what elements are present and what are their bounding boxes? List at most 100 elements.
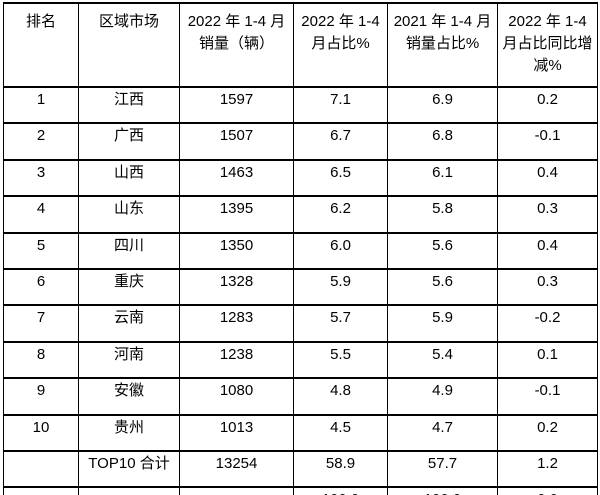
cell-rank: 5	[3, 231, 79, 270]
cell-share-2021: 4.9	[387, 377, 498, 416]
cell-share-2022: 100.0	[293, 486, 388, 495]
cell-share-change: 0.0	[497, 486, 598, 495]
cell-share-2022: 6.5	[293, 158, 388, 198]
header-line: 2022 年 1-4 月	[187, 13, 286, 30]
cell-sales: 1080	[179, 377, 294, 416]
cell-share-2022: 7.1	[293, 85, 388, 125]
cell-share-2021: 5.6	[387, 267, 498, 307]
cell-sales: 1328	[179, 267, 294, 307]
cell-share-change: 0.1	[497, 340, 598, 380]
cell-rank	[3, 486, 79, 495]
header-line: 2021 年 1-4 月	[393, 13, 492, 30]
cell-region: 云南	[78, 304, 180, 343]
cell-share-2021: 4.7	[387, 413, 498, 452]
col-header-region: 区域市场	[78, 2, 180, 88]
cell-share-2022: 4.8	[293, 377, 388, 416]
cell-share-2021: 100.0	[387, 486, 498, 495]
header-row: 排名 区域市场 2022 年 1-4 月 销量（辆） 2022 年 1-4 月占…	[3, 2, 598, 88]
table-row: 5 四川 1350 6.0 5.6 0.4	[3, 231, 598, 270]
table-row: 2 广西 1507 6.7 6.8 -0.1	[3, 122, 598, 161]
cell-share-change: 1.2	[497, 449, 598, 489]
cell-share-2022: 5.9	[293, 267, 388, 307]
cell-rank: 9	[3, 377, 79, 416]
header-line: 月占比%	[311, 35, 370, 52]
cell-share-2021: 6.8	[387, 122, 498, 161]
header-line: 销量（辆）	[198, 35, 274, 52]
cell-rank: 4	[3, 195, 79, 234]
cell-region: 四川	[78, 231, 180, 270]
cell-share-2021: 5.8	[387, 195, 498, 234]
table-row: 9 安徽 1080 4.8 4.9 -0.1	[3, 377, 598, 416]
header-line: 区域市场	[98, 13, 159, 30]
cell-share-change: -0.2	[497, 304, 598, 343]
cell-sales: 1507	[179, 122, 294, 161]
cell-share-change: 0.2	[497, 85, 598, 125]
cell-sales: 1463	[179, 158, 294, 198]
cell-sales: 13254	[179, 449, 294, 489]
cell-share-2022: 4.5	[293, 413, 388, 452]
cell-sales	[179, 486, 294, 495]
table-row: 10 贵州 1013 4.5 4.7 0.2	[3, 413, 598, 452]
cell-sales: 1013	[179, 413, 294, 452]
cell-sales: 1283	[179, 304, 294, 343]
cell-share-2021: 57.7	[387, 449, 498, 489]
col-header-share-2021: 2021 年 1-4 月 销量占比%	[387, 2, 498, 88]
cell-share-2022: 5.5	[293, 340, 388, 380]
cell-share-2021: 5.4	[387, 340, 498, 380]
cell-region: 贵州	[78, 413, 180, 452]
cell-region: TOP10 合计	[78, 449, 180, 489]
cell-share-2021: 6.1	[387, 158, 498, 198]
cell-sales: 1238	[179, 340, 294, 380]
cell-region: 河南	[78, 340, 180, 380]
top10-total-row: TOP10 合计 13254 58.9 57.7 1.2	[3, 449, 598, 489]
cell-region	[78, 486, 180, 495]
cell-rank: 3	[3, 158, 79, 198]
cell-region: 山东	[78, 195, 180, 234]
clipped-total-row: 100.0 100.0 0.0	[3, 486, 598, 495]
table-row: 1 江西 1597 7.1 6.9 0.2	[3, 85, 598, 125]
col-header-sales-2022: 2022 年 1-4 月 销量（辆）	[179, 2, 294, 88]
cell-sales: 1395	[179, 195, 294, 234]
header-line: 销量占比%	[405, 35, 480, 52]
table-row: 3 山西 1463 6.5 6.1 0.4	[3, 158, 598, 198]
regional-sales-table: 排名 区域市场 2022 年 1-4 月 销量（辆） 2022 年 1-4 月占…	[3, 2, 598, 495]
cell-rank: 1	[3, 85, 79, 125]
col-header-rank: 排名	[3, 2, 79, 88]
table-row: 6 重庆 1328 5.9 5.6 0.3	[3, 267, 598, 307]
cell-share-change: 0.2	[497, 413, 598, 452]
header-line: 减%	[533, 57, 562, 74]
cell-region: 重庆	[78, 267, 180, 307]
cell-sales: 1350	[179, 231, 294, 270]
table-row: 4 山东 1395 6.2 5.8 0.3	[3, 195, 598, 234]
cell-region: 江西	[78, 85, 180, 125]
cell-region: 安徽	[78, 377, 180, 416]
cell-share-2022: 6.2	[293, 195, 388, 234]
cell-share-change: -0.1	[497, 122, 598, 161]
cell-share-2022: 6.0	[293, 231, 388, 270]
cell-share-2021: 5.9	[387, 304, 498, 343]
cell-share-2021: 6.9	[387, 85, 498, 125]
header-line: 月占比同比增	[502, 35, 593, 52]
header-line: 2022 年 1-4	[508, 13, 587, 30]
cell-region: 山西	[78, 158, 180, 198]
cell-rank: 10	[3, 413, 79, 452]
table-row: 8 河南 1238 5.5 5.4 0.1	[3, 340, 598, 380]
table-row: 7 云南 1283 5.7 5.9 -0.2	[3, 304, 598, 343]
cell-share-2022: 6.7	[293, 122, 388, 161]
cell-share-2022: 58.9	[293, 449, 388, 489]
header-line: 2022 年 1-4	[301, 13, 380, 30]
cell-share-2021: 5.6	[387, 231, 498, 270]
col-header-share-change: 2022 年 1-4 月占比同比增 减%	[497, 2, 598, 88]
cell-share-change: -0.1	[497, 377, 598, 416]
cell-share-change: 0.4	[497, 158, 598, 198]
cell-share-change: 0.3	[497, 195, 598, 234]
cell-share-change: 0.4	[497, 231, 598, 270]
header-line: 排名	[25, 13, 56, 30]
cell-rank: 8	[3, 340, 79, 380]
cell-rank: 2	[3, 122, 79, 161]
cell-rank: 7	[3, 304, 79, 343]
cell-rank	[3, 449, 79, 489]
cell-share-2022: 5.7	[293, 304, 388, 343]
col-header-share-2022: 2022 年 1-4 月占比%	[293, 2, 388, 88]
